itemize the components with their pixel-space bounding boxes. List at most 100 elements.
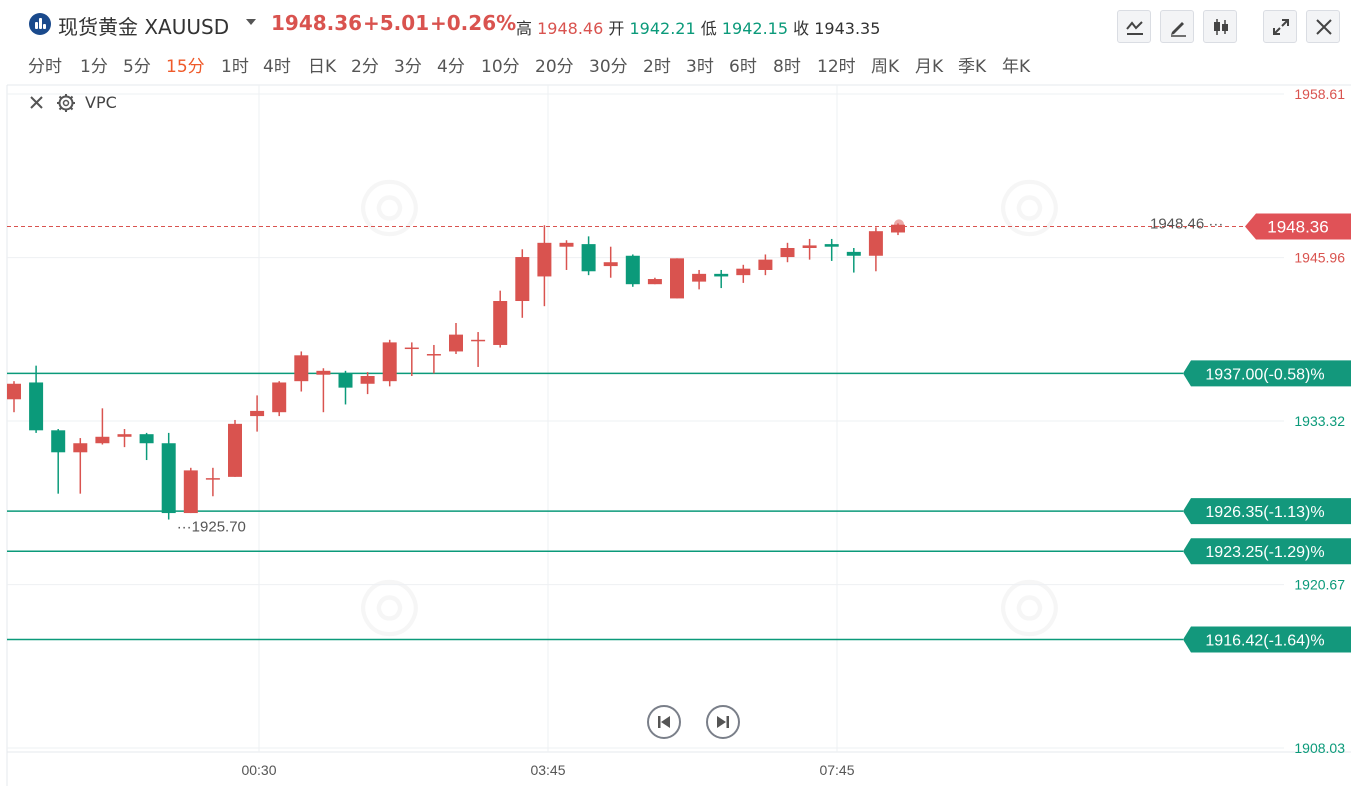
timeframe-分时[interactable]: 分时 (28, 57, 62, 77)
candle (515, 249, 530, 318)
candle (316, 368, 331, 413)
candle (537, 225, 552, 307)
candle-body (868, 231, 883, 256)
candle (338, 370, 353, 405)
timeframe-8时[interactable]: 8时 (773, 57, 801, 77)
candle (29, 365, 44, 433)
y-tick-label: 1933.32 (1294, 413, 1345, 429)
candle-body (603, 262, 618, 267)
scroll-to-end-button[interactable] (706, 705, 740, 739)
candle-body (139, 434, 154, 444)
timeframe-12时[interactable]: 12时 (817, 57, 856, 77)
line-chart-button[interactable] (1117, 10, 1151, 43)
timeframe-10分[interactable]: 10分 (481, 57, 520, 77)
timeframe-5分[interactable]: 5分 (123, 57, 151, 77)
candle-body (559, 242, 574, 247)
max-label: 1948.46 ··· (1150, 215, 1223, 232)
candle (559, 240, 574, 270)
fullscreen-button[interactable] (1263, 10, 1297, 43)
indicator-row: VPC (28, 92, 148, 114)
last-price: 1948.36 (271, 11, 363, 35)
candlestick-icon (1214, 19, 1228, 35)
last-price-tag: 1948.36 (1267, 218, 1328, 237)
timeframe-3分[interactable]: 3分 (394, 57, 422, 77)
candle (670, 258, 684, 299)
candle (360, 372, 375, 395)
close-label: 收 (793, 19, 810, 38)
timeframe-周K[interactable]: 周K (871, 57, 900, 77)
close-value: 1943.35 (814, 19, 881, 38)
candle (625, 254, 640, 287)
timeframe-6时[interactable]: 6时 (729, 57, 757, 77)
close-button[interactable] (1306, 10, 1340, 43)
timeframe-季K[interactable]: 季K (958, 57, 987, 77)
candle-body (692, 273, 707, 282)
candle-body (51, 430, 66, 453)
candle (824, 238, 839, 261)
level-label-bg (1183, 360, 1351, 387)
close-icon[interactable] (28, 94, 46, 112)
candle-body (117, 434, 132, 437)
low-value: 1942.15 (721, 19, 789, 38)
y-tick-label: 1908.03 (1294, 740, 1345, 756)
candle-body (228, 423, 242, 477)
candle (205, 467, 220, 497)
scroll-to-start-button[interactable] (647, 705, 681, 739)
candle-body (316, 370, 331, 375)
candle (802, 238, 817, 260)
timeframe-20分[interactable]: 20分 (535, 57, 574, 77)
candle (51, 429, 66, 494)
x-tick-label: 03:45 (530, 762, 565, 778)
draw-button[interactable] (1160, 10, 1194, 43)
timeframe-3时[interactable]: 3时 (686, 57, 714, 77)
candle-body (73, 443, 88, 453)
gear-icon[interactable] (56, 93, 76, 113)
candle-body (714, 273, 729, 277)
candle (250, 395, 265, 432)
candle-body (29, 382, 44, 431)
min-label: ···1925.70 (177, 519, 246, 536)
timeframe-2时[interactable]: 2时 (643, 57, 671, 77)
open-value: 1942.21 (629, 19, 696, 38)
candle (692, 269, 707, 290)
open-label: 开 (608, 19, 625, 38)
close-icon (1316, 19, 1332, 35)
candle-body (205, 478, 220, 480)
fullscreen-icon (1273, 19, 1289, 35)
candle-body (294, 355, 309, 382)
candle-body (183, 470, 198, 514)
candle-body (272, 382, 287, 413)
candle-body (404, 347, 419, 350)
candle (382, 339, 397, 387)
timeframe-2分[interactable]: 2分 (351, 57, 379, 77)
timeframe-4时[interactable]: 4时 (263, 57, 291, 77)
candle (294, 351, 309, 392)
timeframe-月K[interactable]: 月K (915, 57, 944, 77)
candle-body (493, 301, 508, 345)
candle-body (625, 255, 640, 285)
timeframe-15分[interactable]: 15分 (166, 57, 205, 77)
candle-body (426, 354, 441, 356)
candle-body (758, 259, 773, 270)
candlestick-button[interactable] (1203, 10, 1237, 43)
candle-body (581, 244, 596, 272)
timeframe-1分[interactable]: 1分 (80, 57, 108, 77)
candle-body (382, 342, 397, 382)
line-chart-icon (1126, 21, 1143, 35)
candle-body (449, 334, 463, 352)
level-label: 1923.25(-1.29)% (1205, 544, 1324, 561)
chevron-down-icon[interactable] (246, 19, 256, 25)
timeframe-年K[interactable]: 年K (1002, 57, 1031, 77)
candle-body (824, 244, 839, 247)
candle-body (647, 279, 662, 285)
high-value: 1948.46 (537, 19, 604, 38)
timeframe-1时[interactable]: 1时 (221, 57, 249, 77)
timeframe-30分[interactable]: 30分 (589, 57, 628, 77)
draw-pen-icon (1171, 22, 1186, 37)
timeframe-日K[interactable]: 日K (308, 57, 337, 77)
symbol-selector[interactable]: 现货黄金 XAUUSD (58, 15, 230, 39)
timeframe-4分[interactable]: 4分 (437, 57, 465, 77)
candle-body (846, 251, 861, 256)
candle (714, 269, 729, 289)
